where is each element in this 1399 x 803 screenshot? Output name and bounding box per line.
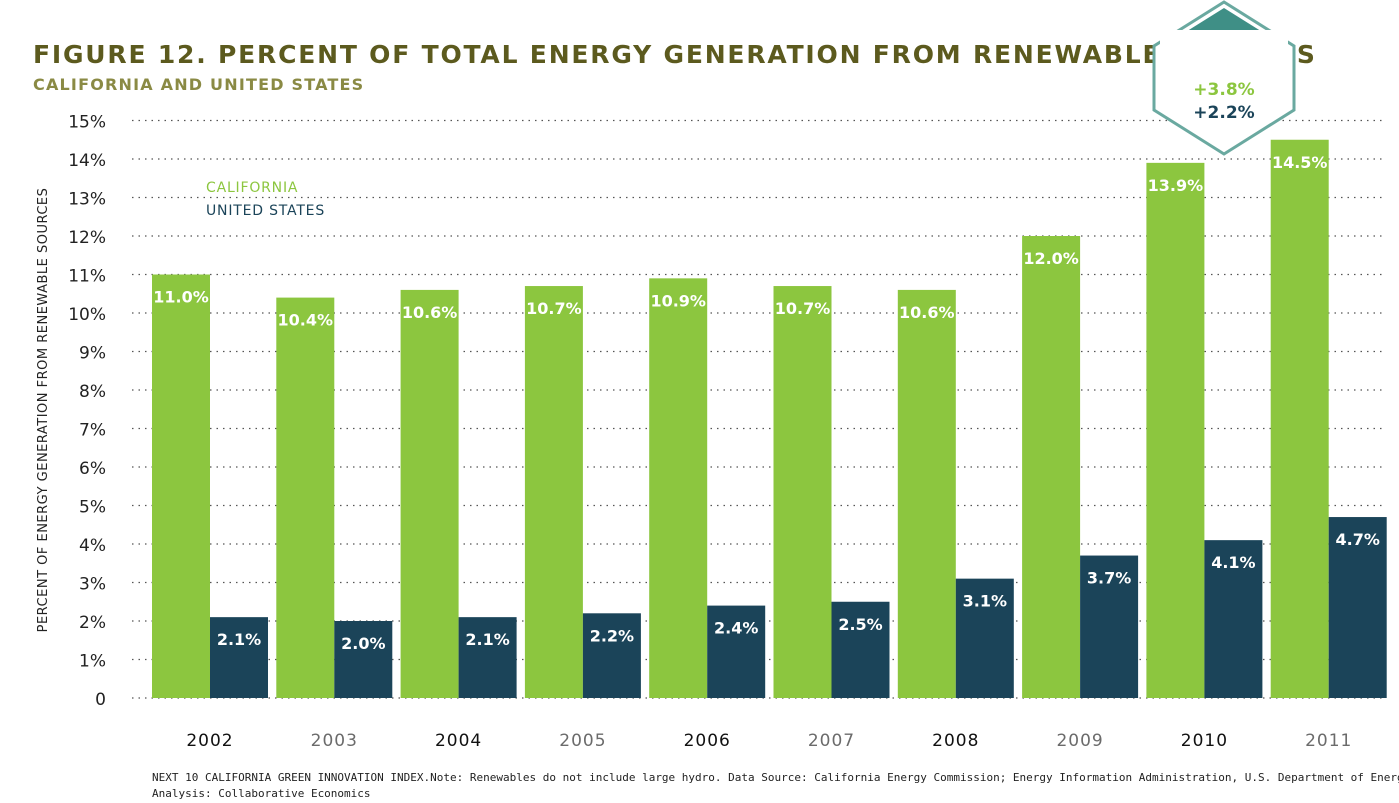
us-bar <box>1328 517 1387 698</box>
five-year-badge <box>1152 0 1296 156</box>
y-tick-label: 6% <box>79 459 106 479</box>
y-tick-label: 3% <box>79 575 106 595</box>
data-label: 10.7% <box>775 299 831 318</box>
data-label: 10.9% <box>650 291 706 310</box>
badge-fill <box>1160 30 1288 110</box>
y-tick-label: 4% <box>79 536 106 556</box>
california-bar <box>897 289 956 698</box>
legend-california: CALIFORNIA <box>206 180 298 196</box>
data-label: 2.5% <box>838 615 882 634</box>
footnote: NEXT 10 CALIFORNIA GREEN INNOVATION INDE… <box>152 770 1399 802</box>
data-label: 13.9% <box>1148 176 1204 195</box>
y-tick-label: 12% <box>68 228 106 248</box>
us-bar <box>1080 555 1139 698</box>
y-tick-label: 7% <box>79 421 106 441</box>
x-tick-label: 2011 <box>1305 731 1352 751</box>
x-tick-label: 2007 <box>808 731 855 751</box>
y-tick-label: 14% <box>68 151 106 171</box>
y-tick-label: 8% <box>79 382 106 402</box>
data-label: 10.6% <box>402 303 458 322</box>
y-axis-label: PERCENT OF ENERGY GENERATION FROM RENEWA… <box>36 188 51 633</box>
us-bar <box>955 578 1014 698</box>
data-label: 3.7% <box>1087 569 1131 588</box>
data-label: 11.0% <box>153 288 209 307</box>
us-bar <box>334 621 393 698</box>
x-tick-label: 2010 <box>1181 731 1228 751</box>
california-bar <box>1270 139 1329 698</box>
us-bar <box>1204 540 1263 698</box>
us-bar <box>582 613 641 698</box>
y-tick-label: 13% <box>68 190 106 210</box>
y-tick-label: 9% <box>79 344 106 364</box>
y-tick-label: 2% <box>79 613 106 633</box>
california-bar <box>1146 162 1205 699</box>
us-bar <box>831 601 890 698</box>
x-tick-label: 2006 <box>684 731 731 751</box>
us-bar <box>707 605 766 698</box>
data-label: 10.6% <box>899 303 955 322</box>
california-bar <box>1022 236 1081 698</box>
x-tick-label: 2009 <box>1056 731 1103 751</box>
data-label: 2.4% <box>714 619 758 638</box>
footnote-line-2: Analysis: Collaborative Economics <box>152 787 371 800</box>
data-label: 10.7% <box>526 299 582 318</box>
x-tick-label: 2003 <box>311 731 358 751</box>
data-label: 3.1% <box>963 592 1007 611</box>
us-bar <box>210 617 268 698</box>
x-tick-label: 2002 <box>186 731 233 751</box>
california-bar <box>152 274 210 698</box>
california-bar <box>400 289 459 698</box>
y-tick-label: 15% <box>68 113 106 133</box>
legend-united-states: UNITED STATES <box>206 203 325 219</box>
data-label: 10.4% <box>278 311 334 330</box>
x-tick-label: 2004 <box>435 731 482 751</box>
badge-label: 5 year <box>1177 38 1271 72</box>
data-label: 2.0% <box>341 634 385 653</box>
us-bar <box>458 617 517 698</box>
data-label: 4.7% <box>1336 530 1380 549</box>
california-bar <box>524 286 583 698</box>
x-tick-label: 2008 <box>932 731 979 751</box>
y-tick-label: 11% <box>68 267 106 287</box>
y-tick-label: 1% <box>79 652 106 672</box>
california-bar <box>276 297 335 698</box>
data-label: 14.5% <box>1272 153 1328 172</box>
data-label: 2.1% <box>217 630 261 649</box>
data-label: 4.1% <box>1211 553 1255 572</box>
y-tick-label: 10% <box>68 305 106 325</box>
california-bar <box>773 286 832 698</box>
x-tick-label: 2005 <box>559 731 606 751</box>
california-bar <box>649 278 708 698</box>
y-tick-label: 0 <box>95 690 106 710</box>
footnote-line-1: NEXT 10 CALIFORNIA GREEN INNOVATION INDE… <box>152 771 1399 784</box>
data-label: 12.0% <box>1023 249 1079 268</box>
chart-title: FIGURE 12. PERCENT OF TOTAL ENERGY GENER… <box>33 40 1317 69</box>
badge-us-change: +2.2% <box>1193 103 1255 123</box>
badge-california-change: +3.8% <box>1193 80 1255 100</box>
data-label: 2.2% <box>590 626 634 645</box>
chart-subtitle: CALIFORNIA AND UNITED STATES <box>33 75 365 94</box>
data-label: 2.1% <box>465 630 509 649</box>
y-tick-label: 5% <box>79 498 106 518</box>
